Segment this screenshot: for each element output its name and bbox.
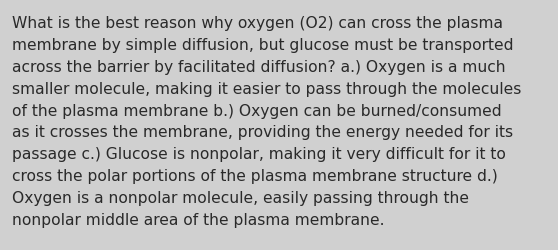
- Text: across the barrier by facilitated diffusion? a.) Oxygen is a much: across the barrier by facilitated diffus…: [12, 60, 506, 75]
- Text: of the plasma membrane b.) Oxygen can be burned/consumed: of the plasma membrane b.) Oxygen can be…: [12, 103, 502, 118]
- Text: membrane by simple diffusion, but glucose must be transported: membrane by simple diffusion, but glucos…: [12, 38, 514, 53]
- Text: as it crosses the membrane, providing the energy needed for its: as it crosses the membrane, providing th…: [12, 125, 513, 140]
- Text: smaller molecule, making it easier to pass through the molecules: smaller molecule, making it easier to pa…: [12, 82, 522, 96]
- Text: What is the best reason why oxygen (O2) can cross the plasma: What is the best reason why oxygen (O2) …: [12, 16, 503, 31]
- Text: Oxygen is a nonpolar molecule, easily passing through the: Oxygen is a nonpolar molecule, easily pa…: [12, 190, 469, 205]
- Text: passage c.) Glucose is nonpolar, making it very difficult for it to: passage c.) Glucose is nonpolar, making …: [12, 147, 506, 162]
- Text: cross the polar portions of the plasma membrane structure d.): cross the polar portions of the plasma m…: [12, 168, 498, 184]
- Text: nonpolar middle area of the plasma membrane.: nonpolar middle area of the plasma membr…: [12, 212, 385, 227]
